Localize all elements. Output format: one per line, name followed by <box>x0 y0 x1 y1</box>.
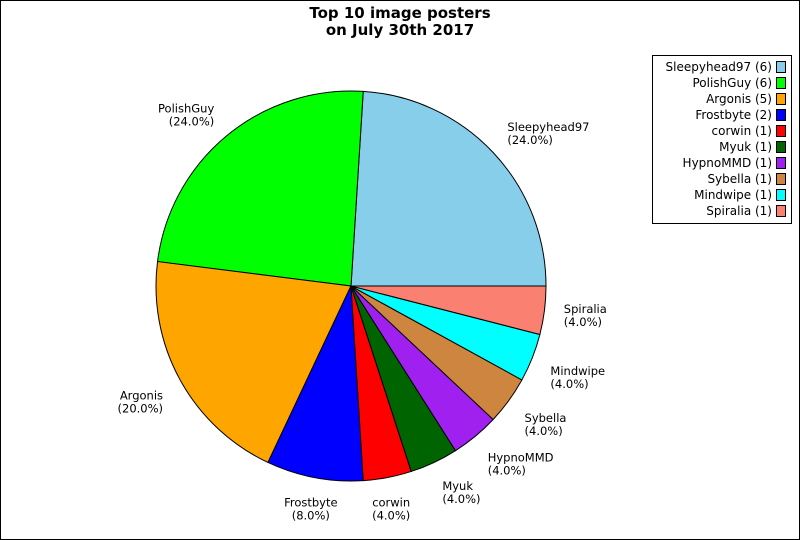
slice-percent-frostbyte: (8.0%) <box>292 509 330 523</box>
slice-percent-polishguy: (24.0%) <box>169 115 215 129</box>
slice-label-sybella: Sybella (4.0%) <box>525 411 567 438</box>
legend-label-sleepyhead97: Sleepyhead97 (6) <box>665 60 772 74</box>
legend: Sleepyhead97 (6) PolishGuy (6) Argonis (5)… <box>652 55 792 224</box>
slice-name-sybella: Sybella <box>525 411 567 425</box>
legend-swatch-sleepyhead97 <box>776 61 786 73</box>
legend-swatch-argonis <box>776 93 786 105</box>
slice-label-myuk: Myuk (4.0%) <box>442 479 480 506</box>
legend-item-frostbyte: Frostbyte (2) <box>653 107 791 123</box>
slice-percent-hypnommd: (4.0%) <box>488 463 526 477</box>
slice-name-argonis: Argonis <box>120 388 163 402</box>
legend-swatch-frostbyte <box>776 109 786 121</box>
slice-label-corwin: corwin (4.0%) <box>372 496 410 523</box>
pie-slice-polishguy <box>156 90 364 287</box>
slice-label-spiralia: Spiralia (4.0%) <box>564 302 607 329</box>
legend-label-mindwipe: Mindwipe (1) <box>694 188 772 202</box>
pie-slices <box>155 90 547 482</box>
legend-swatch-corwin <box>776 125 786 137</box>
pie-labels: Sleepyhead97 (24.0%)PolishGuy (24.0%)Argon… <box>118 102 607 523</box>
slice-name-spiralia: Spiralia <box>564 302 607 316</box>
slice-percent-corwin: (4.0%) <box>372 509 410 523</box>
pie-slice-sleepyhead97 <box>350 90 547 287</box>
slice-percent-myuk: (4.0%) <box>442 492 480 506</box>
chart-title-line-2: on July 30th 2017 <box>325 21 475 39</box>
legend-item-sleepyhead97: Sleepyhead97 (6) <box>653 59 791 75</box>
legend-item-sybella: Sybella (1) <box>653 171 791 187</box>
legend-swatch-myuk <box>776 141 786 153</box>
slice-percent-mindwipe: (4.0%) <box>550 377 588 391</box>
legend-label-myuk: Myuk (1) <box>719 140 772 154</box>
pie-slice-spiralia <box>350 285 547 336</box>
slice-percent-spiralia: (4.0%) <box>564 315 602 329</box>
slice-percent-argonis: (20.0%) <box>118 401 164 415</box>
legend-item-myuk: Myuk (1) <box>653 139 791 155</box>
slice-name-mindwipe: Mindwipe <box>550 364 605 378</box>
slice-label-polishguy: PolishGuy (24.0%) <box>158 102 214 129</box>
legend-swatch-polishguy <box>776 77 786 89</box>
legend-label-corwin: corwin (1) <box>711 124 772 138</box>
legend-label-polishguy: PolishGuy (6) <box>692 76 773 90</box>
slice-name-frostbyte: Frostbyte <box>284 496 337 510</box>
slice-label-mindwipe: Mindwipe (4.0%) <box>550 364 605 391</box>
legend-item-argonis: Argonis (5) <box>653 91 791 107</box>
legend-label-frostbyte: Frostbyte (2) <box>695 108 772 122</box>
slice-label-hypnommd: HypnoMMD (4.0%) <box>488 450 554 477</box>
legend-label-argonis: Argonis (5) <box>706 92 772 106</box>
pie-slice-frostbyte <box>267 285 364 482</box>
legend-swatch-spiralia <box>776 205 786 217</box>
slice-name-corwin: corwin <box>372 496 410 510</box>
legend-item-polishguy: PolishGuy (6) <box>653 75 791 91</box>
pie-slice-argonis <box>155 261 352 464</box>
slice-percent-sybella: (4.0%) <box>525 424 563 438</box>
legend-label-spiralia: Spiralia (1) <box>706 204 772 218</box>
legend-item-mindwipe: Mindwipe (1) <box>653 187 791 203</box>
slice-name-hypnommd: HypnoMMD <box>488 450 554 464</box>
slice-name-sleepyhead97: Sleepyhead97 <box>507 120 589 134</box>
legend-label-hypnommd: HypnoMMD (1) <box>682 156 772 170</box>
chart-title-line-1: Top 10 image posters <box>309 4 491 22</box>
legend-item-spiralia: Spiralia (1) <box>653 203 791 219</box>
slice-name-myuk: Myuk <box>442 479 473 493</box>
legend-label-sybella: Sybella (1) <box>707 172 772 186</box>
legend-swatch-hypnommd <box>776 157 786 169</box>
slice-name-polishguy: PolishGuy <box>158 102 214 116</box>
legend-swatch-mindwipe <box>776 189 786 201</box>
slice-label-frostbyte: Frostbyte (8.0%) <box>284 496 337 523</box>
chart-title: Top 10 image posters on July 30th 2017 <box>1 5 799 39</box>
legend-item-hypnommd: HypnoMMD (1) <box>653 155 791 171</box>
legend-item-corwin: corwin (1) <box>653 123 791 139</box>
slice-percent-sleepyhead97: (24.0%) <box>507 133 553 147</box>
legend-swatch-sybella <box>776 173 786 185</box>
slice-label-argonis: Argonis (20.0%) <box>118 388 164 415</box>
slice-label-sleepyhead97: Sleepyhead97 (24.0%) <box>507 120 589 147</box>
